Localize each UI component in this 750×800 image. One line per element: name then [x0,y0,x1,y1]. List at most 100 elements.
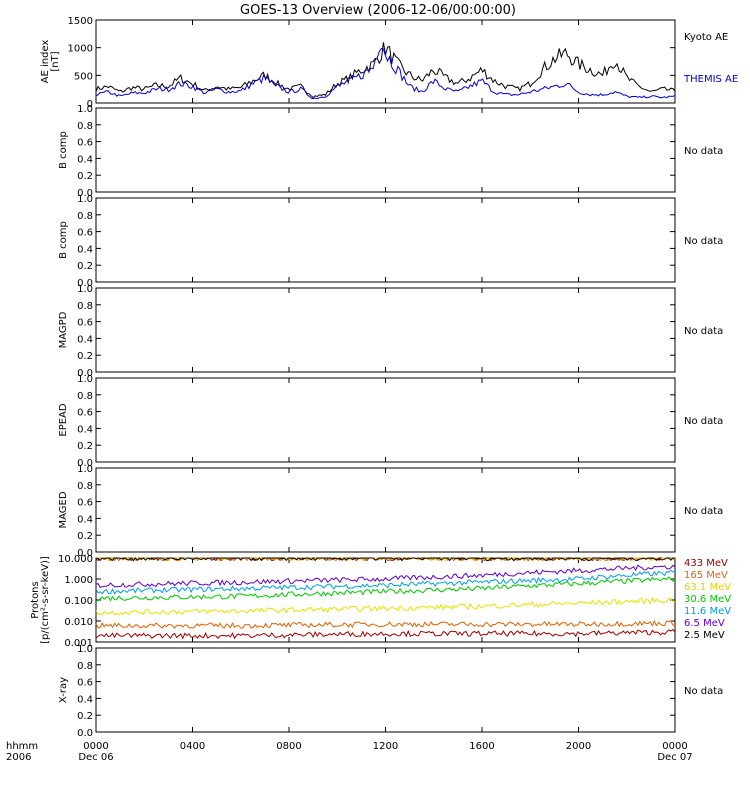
panel-frame [95,197,676,283]
y-axis-label: B comp [58,131,69,169]
y-tick-label: 0.4 [77,424,93,435]
y-tick-label: 0.4 [77,334,93,345]
y-tick-label: 0.2 [77,351,93,362]
x-tick-label: 2000 [566,741,591,752]
y-tick-label: 0.8 [77,211,93,222]
y-tick-label: 1.0 [77,644,93,655]
legend-entry: 30.6 MeV [684,594,731,605]
y-tick-label: 0.6 [77,228,93,239]
y-tick-label: 0.2 [77,171,93,182]
no-data-label: No data [684,506,723,517]
panel-5: 0.0 0.2 0.4 0.6 0.8 1.0 EPEAD No data [58,374,723,469]
y-tick-label: 0.4 [77,514,93,525]
no-data-label: No data [684,146,723,157]
y-tick-label: 0.2 [77,261,93,272]
series-line-trace-8 [95,620,676,629]
y-tick-label: 0.4 [77,154,93,165]
y-tick-label: 1000 [68,44,93,55]
legend-entry: 11.6 MeV [684,606,731,617]
y-axis-label: X-ray [58,677,69,703]
y-tick-label: 0.0 [77,368,93,379]
series-line-30-6-mev [95,576,676,602]
panel-frame [95,287,676,373]
legend-entry: 433 MeV [684,558,728,569]
y-tick-label: 0.8 [77,301,93,312]
x-tick-label: 1600 [469,741,494,752]
y-tick-label: 1.000 [64,575,93,586]
panels: 0 500 1000 1500 AE index [nT] Kyoto AE THEMIS A… [30,16,738,739]
panel-4: 0.0 0.2 0.4 0.6 0.8 1.0 MAGPD No data [58,284,723,379]
x-tick-label: 0000 [83,741,108,752]
y-tick-label: 0.0 [77,188,93,199]
legend-entry: 63.1 MeV [684,582,731,593]
time-row-label-hhmm: hhmm [6,741,38,752]
y-tick-label: 10.000 [58,554,93,565]
panel-7: 0.001 0.010 0.100 1.000 10.000 Protons [p/(cm²… [30,554,731,649]
y-tick-label: 0.0 [77,548,93,559]
series-line-11-6-mev [95,569,676,595]
panel-frame [95,557,676,643]
no-data-label: No data [684,236,723,247]
y-tick-label: 0.8 [77,121,93,132]
y-tick-label: 1.0 [77,374,93,385]
y-tick-label: 1.0 [77,284,93,295]
y-axis-unit: [p/(cm²-s-sr-keV)] [40,556,51,644]
series-line-trace-9 [95,628,676,640]
x-tick-label: 0400 [180,741,205,752]
y-axis-label: MAGED [58,491,69,528]
y-tick-label: 0.8 [77,391,93,402]
y-tick-label: 0.2 [77,711,93,722]
y-axis-label: Protons [30,581,41,618]
y-tick-label: 0.6 [77,318,93,329]
y-tick-label: 0.2 [77,531,93,542]
y-tick-label: 0.6 [77,498,93,509]
panel-frame [95,467,676,553]
y-axis-label: EPEAD [58,403,69,437]
x-tick-label: 0000 [662,741,687,752]
y-tick-label: 0.010 [64,617,93,628]
legend-entry: 165 MeV [684,570,728,581]
y-tick-label: 1500 [68,16,93,27]
x-date-label: Dec 06 [78,752,113,763]
panel-2: 0.0 0.2 0.4 0.6 0.8 1.0 B comp No data [58,104,723,199]
series-line-6-5-mev [95,564,676,589]
y-tick-label: 0.4 [77,244,93,255]
legend-entry: 6.5 MeV [684,618,725,629]
legend-entry: Kyoto AE [684,32,728,43]
time-axis: hhmm 2006 0000 0400 0800 1200 1600 2000 0000De… [6,741,693,763]
y-tick-label: 0.0 [77,458,93,469]
panel-1: 0 500 1000 1500 AE index [nT] Kyoto AE THEMIS A… [40,16,738,110]
y-tick-label: 0.6 [77,408,93,419]
y-tick-label: 0.8 [77,661,93,672]
y-tick-label: 1.0 [77,464,93,475]
panel-frame [95,19,676,104]
y-tick-label: 1.0 [77,194,93,205]
legend-entry: 2.5 MeV [684,630,725,641]
legend-entry: THEMIS AE [683,74,738,85]
y-axis-label: MAGPD [58,311,69,348]
y-tick-label: 0.100 [64,596,93,607]
y-tick-label: 0.2 [77,441,93,452]
y-tick-label: 500 [74,71,93,82]
series-line-2-5-mev [95,557,675,562]
y-tick-label: 0.0 [77,278,93,289]
y-tick-label: 0.6 [77,138,93,149]
panel-frame [95,647,676,733]
time-row-label-year: 2006 [6,752,31,763]
no-data-label: No data [684,326,723,337]
panel-8: 0.0 0.2 0.4 0.6 0.8 1.0 X-ray No data [58,644,723,739]
y-axis-label: AE index [40,40,51,84]
y-tick-label: 0 [87,99,93,110]
panel-frame [95,107,676,193]
y-axis-unit: [nT] [50,51,61,71]
y-tick-label: 0.0 [77,728,93,739]
no-data-label: No data [684,686,723,697]
series-line-themis-ae [95,47,676,100]
panel-frame [95,377,676,463]
panel-6: 0.0 0.2 0.4 0.6 0.8 1.0 MAGED No data [58,464,723,559]
series-line-kyoto-ae [95,42,676,99]
no-data-label: No data [684,416,723,427]
plot-title: GOES-13 Overview (2006-12-06/00:00:00) [240,3,516,18]
x-date-label: Dec 07 [657,752,692,763]
